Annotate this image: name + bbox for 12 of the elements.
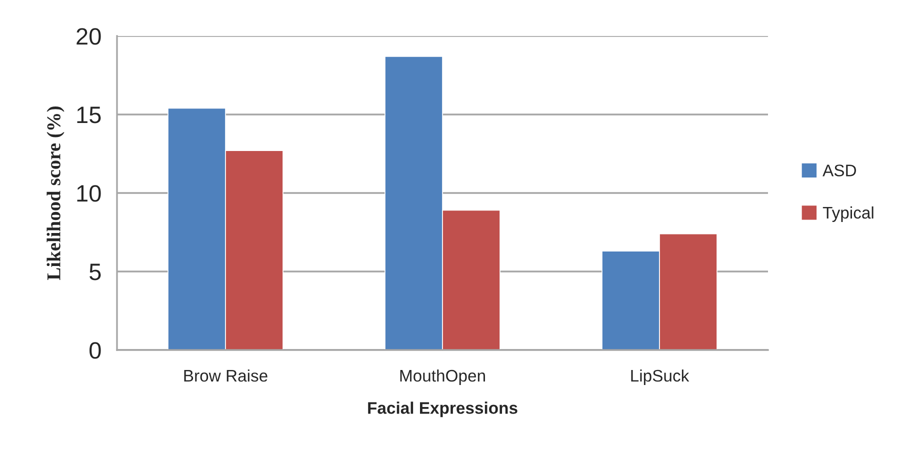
- y-tick-label: 20: [76, 28, 101, 45]
- legend-label: Typical: [822, 206, 874, 222]
- y-tick-label: 15: [77, 106, 101, 124]
- x-axis-title: Facial Expressions: [368, 402, 518, 418]
- legend-label: ASD: [822, 164, 856, 176]
- y-axis-title: Likelihood score (%): [46, 106, 64, 280]
- y-tick-label: 0: [90, 342, 101, 359]
- x-tick-label: LipSuck: [631, 369, 690, 385]
- y-tick-label: 10: [77, 185, 101, 202]
- x-tick-label: Brow Raise: [184, 369, 268, 382]
- x-tick-label: MouthOpen: [400, 369, 485, 385]
- y-tick-label: 5: [90, 264, 101, 280]
